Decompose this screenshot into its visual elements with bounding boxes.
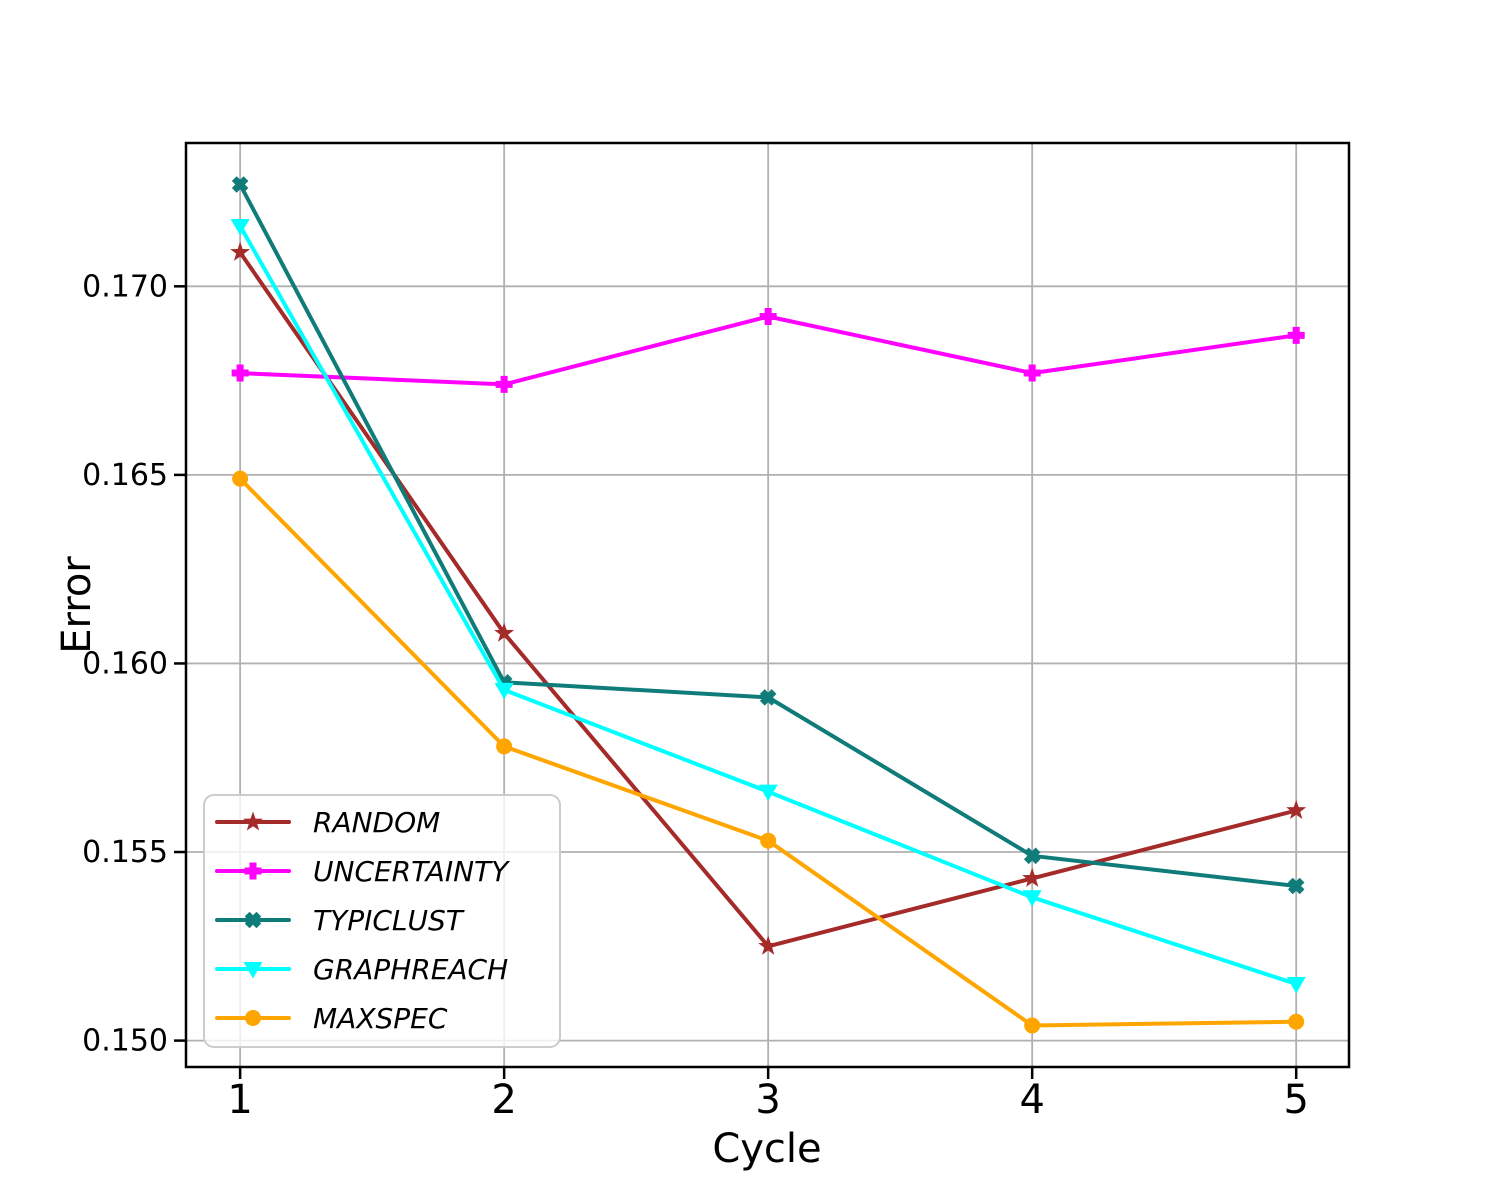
- legend-entry-uncertainty: UNCERTAINTY: [215, 855, 510, 888]
- series-uncertainty-marker: [231, 364, 249, 382]
- series-layer: [230, 176, 1307, 1034]
- series-random-marker: [494, 622, 515, 642]
- y-tick-label: 0.150: [82, 1024, 168, 1059]
- legend: RANDOM UNCERTAINTY TYPICLUST GRAPHREACH MAXS…: [203, 794, 561, 1048]
- legend-marker-typiclust: [244, 911, 262, 929]
- series-uncertainty-marker: [1023, 364, 1041, 382]
- series-graphreach-marker: [230, 218, 250, 236]
- series-graphreach: [230, 218, 1306, 994]
- legend-entry-typiclust: TYPICLUST: [215, 904, 465, 937]
- series-random: [230, 241, 1307, 955]
- series-graphreach-marker: [1286, 977, 1306, 994]
- series-maxspec-marker: [496, 738, 513, 755]
- series-uncertainty-marker: [1287, 326, 1305, 344]
- x-tick-label: 3: [755, 1077, 780, 1123]
- series-maxspec-marker: [232, 470, 249, 487]
- series-uncertainty-marker: [495, 375, 513, 393]
- x-tick-label: 4: [1019, 1077, 1044, 1123]
- legend-marker-maxspec: [245, 1010, 261, 1026]
- y-tick-label: 0.165: [82, 458, 168, 493]
- series-random-marker: [230, 241, 251, 261]
- series-uncertainty-marker: [759, 307, 777, 325]
- legend-entry-maxspec: MAXSPEC: [215, 1002, 448, 1035]
- series-typiclust-marker: [759, 689, 777, 706]
- series-typiclust-marker: [231, 176, 249, 193]
- x-axis-label: Cycle: [712, 1126, 821, 1172]
- x-tick-label: 2: [491, 1077, 516, 1123]
- legend-entry-random: RANDOM: [215, 806, 440, 839]
- legend-marker-uncertainty: [244, 862, 262, 880]
- legend-label-random: RANDOM: [313, 806, 440, 839]
- series-graphreach-marker: [1022, 890, 1042, 907]
- series-maxspec-marker: [1024, 1017, 1041, 1034]
- series-random-marker: [1286, 800, 1307, 820]
- legend-label-uncertainty: UNCERTAINTY: [313, 855, 510, 888]
- x-tick-label: 5: [1283, 1077, 1308, 1123]
- series-uncertainty: [231, 307, 1305, 393]
- legend-marker-random: [243, 811, 263, 831]
- series-graphreach-marker: [758, 784, 778, 802]
- x-tick-label: 1: [227, 1077, 252, 1123]
- legend-label-graphreach: GRAPHREACH: [313, 953, 508, 986]
- series-typiclust-marker: [1023, 847, 1041, 865]
- legend-box: [203, 794, 561, 1048]
- series-maxspec: [232, 470, 1305, 1034]
- legend-entry-graphreach: GRAPHREACH: [215, 953, 508, 986]
- series-maxspec-marker: [760, 832, 777, 849]
- tick-labels: 1 2 3 4 5 0.150 0.155 0.160 0.165 0.170: [82, 269, 1309, 1123]
- y-tick-label: 0.155: [82, 835, 168, 870]
- legend-label-maxspec: MAXSPEC: [313, 1002, 448, 1035]
- series-graphreach-marker: [494, 682, 514, 700]
- series-maxspec-marker: [1288, 1013, 1305, 1030]
- series-random-marker: [1022, 867, 1043, 887]
- series-random-marker: [758, 935, 779, 955]
- legend-marker-graphreach: [243, 962, 263, 979]
- y-tick-label: 0.170: [82, 269, 168, 304]
- y-tick-label: 0.160: [82, 646, 168, 681]
- y-axis-label: Error: [54, 556, 100, 654]
- legend-label-typiclust: TYPICLUST: [313, 904, 465, 937]
- axis-ticks: [174, 285, 1298, 1079]
- series-typiclust-marker: [1287, 877, 1305, 895]
- series-typiclust: [231, 176, 1305, 895]
